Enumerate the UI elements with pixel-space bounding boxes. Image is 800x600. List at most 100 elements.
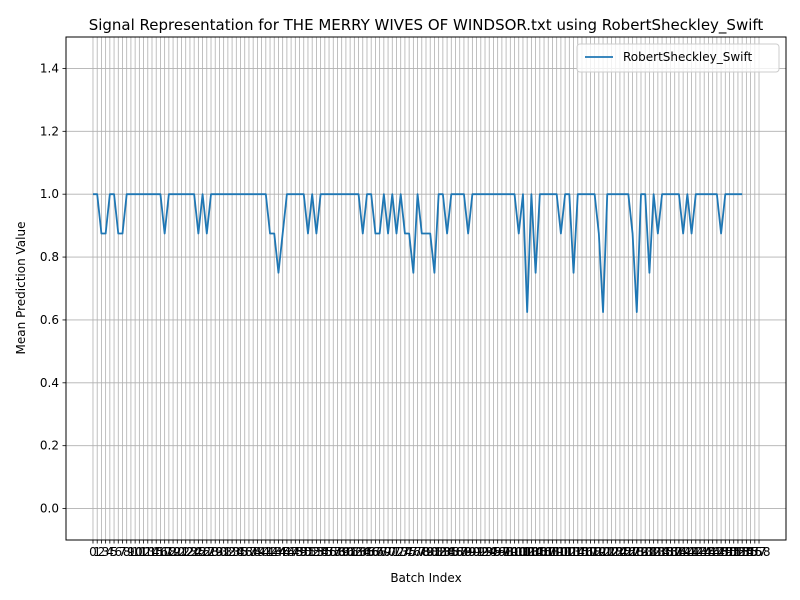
x-tick-label: 14 (144, 545, 159, 559)
x-tick-label: 42 (262, 545, 277, 559)
x-tick-label: 62 (347, 545, 362, 559)
x-tick-label: 60 (338, 545, 353, 559)
legend: RobertSheckley_Swift (576, 43, 780, 73)
x-tick-label: 25 (191, 545, 206, 559)
x-tick-label: 73 (393, 545, 408, 559)
x-tick-label: 11 (132, 545, 147, 559)
x-tick-label: 139 (667, 545, 690, 559)
x-tick-label: 29 (208, 545, 223, 559)
x-tick-label: 48 (288, 545, 303, 559)
x-tick-label: 140 (672, 545, 695, 559)
x-tick-label: 116 (571, 545, 594, 559)
x-tick-label: 64 (355, 545, 370, 559)
x-tick-label: 119 (583, 545, 606, 559)
x-tick-label: 125 (608, 545, 631, 559)
x-tick-label: 2 (98, 545, 106, 559)
x-tick-label: 143 (684, 545, 707, 559)
x-tick-label: 115 (566, 545, 589, 559)
x-tick-label: 100 (503, 545, 526, 559)
x-tick-label: 18 (161, 545, 176, 559)
x-tick-label: 43 (267, 545, 282, 559)
x-tick-label: 130 (630, 545, 653, 559)
x-tick-label: 147 (701, 545, 724, 559)
x-tick-label: 96 (490, 545, 505, 559)
x-tick-label: 65 (359, 545, 374, 559)
x-tick-label: 27 (199, 545, 214, 559)
x-tick-label: 22 (178, 545, 193, 559)
x-tick-label: 114 (562, 545, 585, 559)
x-tick-label: 144 (689, 545, 712, 559)
x-tick-label: 7 (119, 545, 127, 559)
x-tick-label: 92 (473, 545, 488, 559)
x-tick-label: 52 (305, 545, 320, 559)
y-tick-label: 0.4 (40, 376, 59, 390)
x-tick-label: 146 (697, 545, 720, 559)
x-tick-label: 118 (579, 545, 602, 559)
x-tick-label: 24 (187, 545, 202, 559)
x-tick-label: 9 (127, 545, 135, 559)
x-tick-label: 154 (731, 545, 754, 559)
x-tick-label: 122 (596, 545, 619, 559)
x-tick-label: 126 (613, 545, 636, 559)
x-tick-label: 98 (498, 545, 513, 559)
x-tick-label: 132 (638, 545, 661, 559)
x-tick-label: 61 (342, 545, 357, 559)
x-tick-label: 91 (469, 545, 484, 559)
x-tick-label: 86 (448, 545, 463, 559)
x-tick-label: 81 (427, 545, 442, 559)
legend-box (576, 43, 780, 73)
x-tick-label: 67 (368, 545, 383, 559)
x-tick-label: 152 (722, 545, 745, 559)
y-tick-label: 0.2 (40, 439, 59, 453)
x-tick-label: 37 (241, 545, 256, 559)
grid-layer (66, 37, 786, 540)
x-tick-label: 6 (114, 545, 122, 559)
x-tick-label: 120 (587, 545, 610, 559)
x-tick-label: 128 (621, 545, 644, 559)
x-tick-label: 1 (93, 545, 101, 559)
y-tick-label: 0.8 (40, 250, 59, 264)
x-tick-label: 158 (748, 545, 771, 559)
x-tick-label: 136 (655, 545, 678, 559)
x-tick-label: 4 (106, 545, 114, 559)
x-tick-label: 68 (372, 545, 387, 559)
x-tick-label: 47 (283, 545, 298, 559)
x-tick-label: 72 (389, 545, 404, 559)
x-tick-label: 3 (102, 545, 110, 559)
x-tick-label: 90 (465, 545, 480, 559)
x-tick-label: 89 (461, 545, 476, 559)
x-tick-label: 110 (545, 545, 568, 559)
y-tick-label: 0.6 (40, 313, 59, 327)
x-tick-label: 20 (170, 545, 185, 559)
x-tick-label: 46 (279, 545, 294, 559)
y-tick-label: 1.4 (40, 61, 59, 75)
x-tick-label: 127 (617, 545, 640, 559)
x-tick-label: 53 (309, 545, 324, 559)
y-tick-label: 1.2 (40, 124, 59, 138)
x-tick-label: 107 (533, 545, 556, 559)
y-tick-label: 1.0 (40, 187, 59, 201)
x-tick-label: 36 (237, 545, 252, 559)
x-tick-label: 156 (739, 545, 762, 559)
x-tick-label: 137 (659, 545, 682, 559)
x-tick-label: 70 (380, 545, 395, 559)
x-tick-label: 34 (229, 545, 244, 559)
x-tick-label: 39 (250, 545, 265, 559)
x-tick-label: 97 (494, 545, 509, 559)
x-tick-label: 74 (397, 545, 412, 559)
x-tick-label: 113 (558, 545, 581, 559)
x-tick-label: 44 (271, 545, 286, 559)
x-tick-label: 16 (153, 545, 168, 559)
series-line (92, 193, 743, 313)
x-tick-label: 63 (351, 545, 366, 559)
x-tick-label: 10 (127, 545, 142, 559)
x-tick-label: 5 (110, 545, 118, 559)
x-tick-label: 30 (212, 545, 227, 559)
x-tick-label: 117 (575, 545, 598, 559)
x-tick-label: 45 (275, 545, 290, 559)
x-tick-label: 104 (520, 545, 543, 559)
x-tick-label: 59 (334, 545, 349, 559)
x-tick-label: 12 (136, 545, 151, 559)
x-tick-label: 124 (604, 545, 627, 559)
